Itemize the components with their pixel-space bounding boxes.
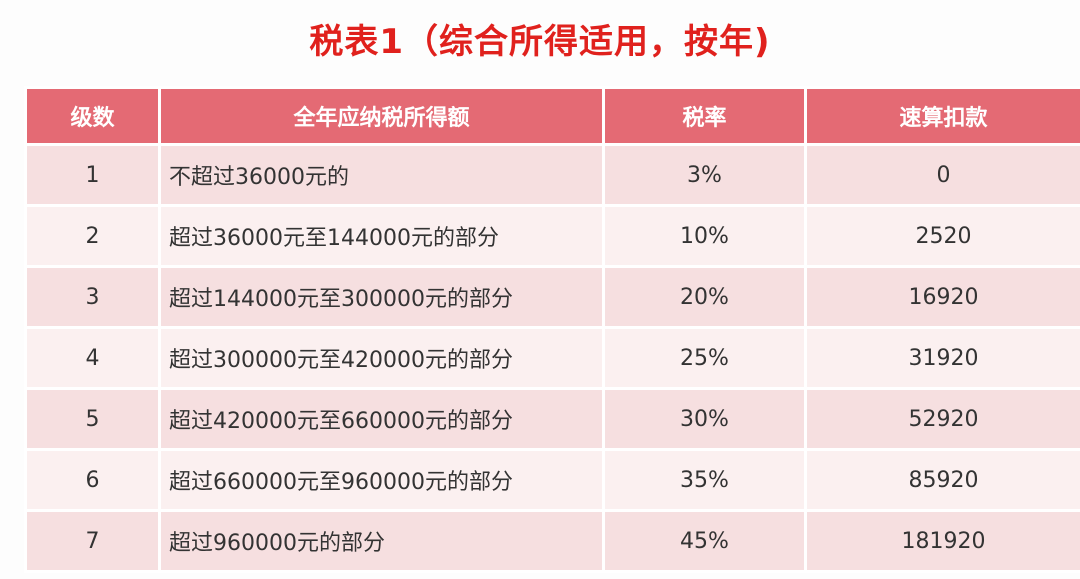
cell-deduction: 52920 [804, 387, 1080, 451]
cell-level: 6 [24, 448, 161, 512]
cell-deduction: 31920 [804, 326, 1080, 390]
cell-rate: 35% [602, 448, 807, 512]
cell-level: 4 [24, 326, 161, 390]
cell-income: 超过660000元至960000元的部分 [158, 448, 605, 512]
cell-rate: 30% [602, 387, 807, 451]
cell-deduction: 16920 [804, 265, 1080, 329]
cell-rate: 3% [602, 143, 807, 207]
table-row: 6 超过660000元至960000元的部分 35% 85920 [24, 448, 1080, 512]
cell-income: 超过960000元的部分 [158, 509, 605, 573]
cell-income: 超过420000元至660000元的部分 [158, 387, 605, 451]
cell-deduction: 85920 [804, 448, 1080, 512]
header-rate: 税率 [602, 86, 807, 146]
table-row: 5 超过420000元至660000元的部分 30% 52920 [24, 387, 1080, 451]
cell-level: 2 [24, 204, 161, 268]
table-title: 税表1（综合所得适用，按年) [309, 22, 771, 62]
cell-income: 超过36000元至144000元的部分 [158, 204, 605, 268]
table-row: 7 超过960000元的部分 45% 181920 [24, 509, 1080, 573]
table-row: 4 超过300000元至420000元的部分 25% 31920 [24, 326, 1080, 390]
header-deduction: 速算扣款 [804, 86, 1080, 146]
cell-deduction: 181920 [804, 509, 1080, 573]
cell-income: 超过300000元至420000元的部分 [158, 326, 605, 390]
cell-level: 1 [24, 143, 161, 207]
header-row: 级数 全年应纳税所得额 税率 速算扣款 [24, 86, 1080, 146]
header-level: 级数 [24, 86, 161, 146]
table-row: 2 超过36000元至144000元的部分 10% 2520 [24, 204, 1080, 268]
cell-level: 5 [24, 387, 161, 451]
cell-income: 不超过36000元的 [158, 143, 605, 207]
cell-rate: 20% [602, 265, 807, 329]
header-income: 全年应纳税所得额 [158, 86, 605, 146]
cell-rate: 45% [602, 509, 807, 573]
cell-income: 超过144000元至300000元的部分 [158, 265, 605, 329]
cell-deduction: 0 [804, 143, 1080, 207]
cell-level: 3 [24, 265, 161, 329]
table-row: 1 不超过36000元的 3% 0 [24, 143, 1080, 207]
cell-level: 7 [24, 509, 161, 573]
cell-deduction: 2520 [804, 204, 1080, 268]
cell-rate: 10% [602, 204, 807, 268]
tax-rate-table: 级数 全年应纳税所得额 税率 速算扣款 1 不超过36000元的 3% 0 2 … [24, 86, 1080, 573]
table-row: 3 超过144000元至300000元的部分 20% 16920 [24, 265, 1080, 329]
cell-rate: 25% [602, 326, 807, 390]
